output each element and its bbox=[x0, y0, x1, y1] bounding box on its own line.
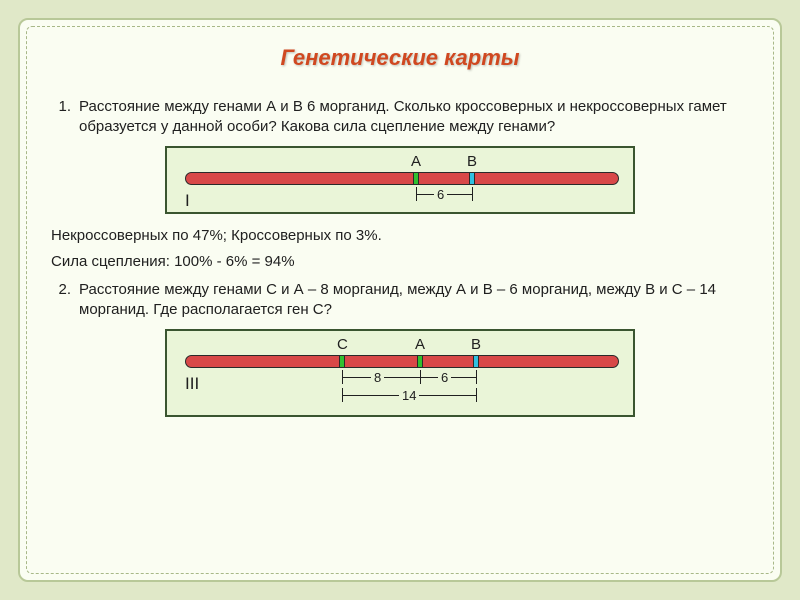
gene-label-A: A bbox=[415, 335, 425, 355]
gene-marker-A bbox=[413, 172, 419, 185]
dim-label: 14 bbox=[399, 387, 419, 405]
gene-marker-C bbox=[339, 355, 345, 368]
dim-label: 8 bbox=[371, 369, 384, 387]
dim-label: 6 bbox=[434, 186, 447, 204]
gene-label-A: A bbox=[411, 152, 421, 172]
gene-label-B: B bbox=[471, 335, 481, 355]
chromosome-bar bbox=[185, 172, 619, 185]
problem-2: 2. Расстояние между генами С и А – 8 мор… bbox=[51, 280, 749, 321]
problem-2-number: 2. bbox=[51, 280, 79, 321]
problem-1: 1. Расстояние между генами А и В 6 морга… bbox=[51, 97, 749, 138]
diagram-1: I A B 6 bbox=[165, 146, 635, 214]
slide-inner: Генетические карты 1. Расстояние между г… bbox=[26, 26, 774, 574]
slide-panel: Генетические карты 1. Расстояние между г… bbox=[18, 18, 782, 582]
answer-1a: Некроссоверных по 47%; Кроссоверных по 3… bbox=[51, 226, 749, 246]
dim-label: 6 bbox=[438, 369, 451, 387]
dim-tick bbox=[476, 370, 477, 384]
roman-numeral: I bbox=[185, 190, 190, 213]
chromosome-bar bbox=[185, 355, 619, 368]
gene-marker-B bbox=[473, 355, 479, 368]
gene-label-C: C bbox=[337, 335, 348, 355]
gene-marker-B bbox=[469, 172, 475, 185]
diagram-2-wrap: III C A B 8 6 14 bbox=[51, 329, 749, 417]
slide-content: 1. Расстояние между генами А и В 6 морга… bbox=[51, 97, 749, 417]
diagram-2: III C A B 8 6 14 bbox=[165, 329, 635, 417]
gene-label-B: B bbox=[467, 152, 477, 172]
diagram-1-wrap: I A B 6 bbox=[51, 146, 749, 214]
answer-1b: Сила сцепления: 100% - 6% = 94% bbox=[51, 252, 749, 272]
problem-1-number: 1. bbox=[51, 97, 79, 138]
dim-tick bbox=[472, 187, 473, 201]
dim-tick bbox=[476, 388, 477, 402]
slide-title: Генетические карты bbox=[51, 45, 749, 71]
roman-numeral: III bbox=[185, 373, 199, 396]
problem-1-text: Расстояние между генами А и В 6 морганид… bbox=[79, 97, 749, 138]
problem-2-text: Расстояние между генами С и А – 8 морган… bbox=[79, 280, 749, 321]
gene-marker-A bbox=[417, 355, 423, 368]
